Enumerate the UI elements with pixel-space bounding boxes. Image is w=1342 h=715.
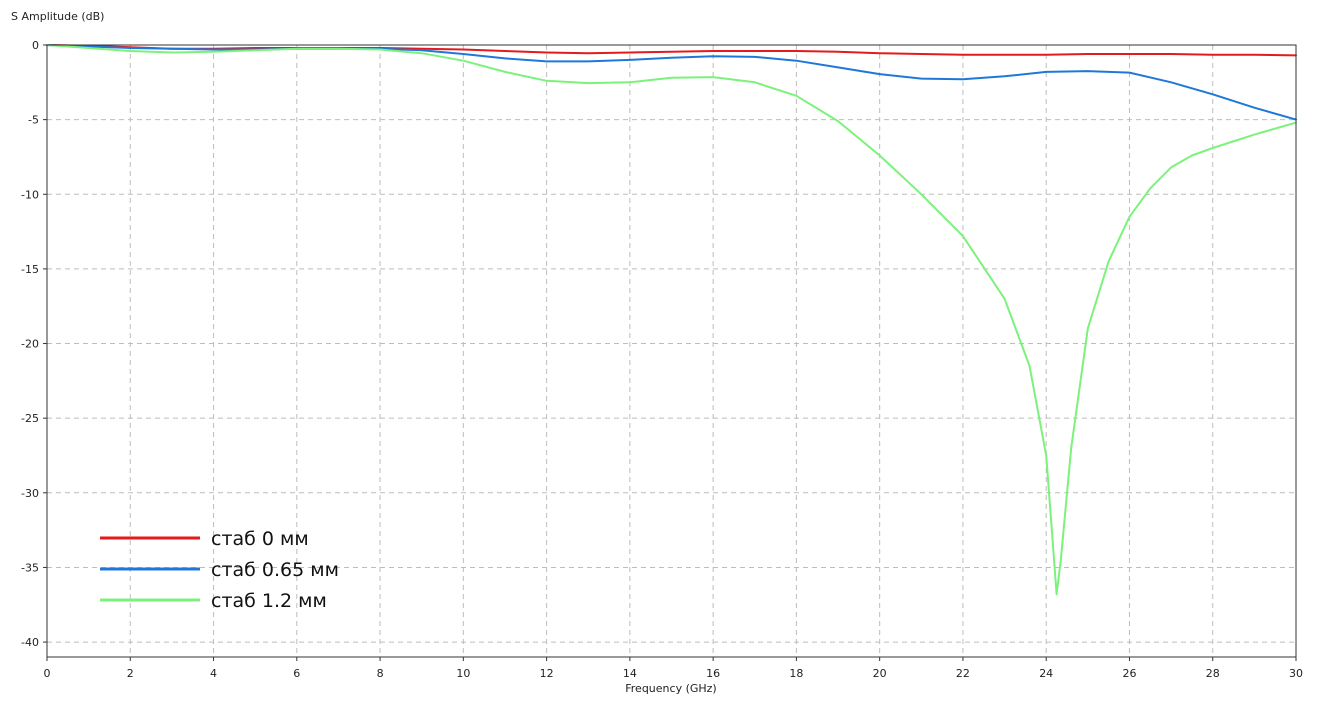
legend-label: стаб 0.65 мм [211, 559, 339, 581]
legend: стаб 0 мм стаб 0.65 мм стаб 1.2 мм [100, 528, 339, 612]
x-tick-label: 0 [44, 667, 51, 680]
y-tick-label: -5 [28, 114, 39, 127]
plot-area [47, 45, 1296, 657]
grid-lines [47, 45, 1296, 657]
plot-frame [46, 44, 1297, 658]
y-axis-title: S Amplitude (dB) [11, 10, 104, 23]
x-axis-title: Frequency (GHz) [625, 682, 716, 695]
x-tick-label: 12 [540, 667, 554, 680]
y-tick-label: -40 [21, 636, 39, 649]
x-tick-label: 26 [1122, 667, 1136, 680]
x-tick-label: 16 [706, 667, 720, 680]
y-tick-label: -20 [21, 338, 39, 351]
y-tick-label: -10 [21, 188, 39, 201]
series-lines [46, 44, 1297, 596]
x-tick-label: 10 [456, 667, 470, 680]
series-line-3 [46, 44, 1297, 596]
x-tick-label: 22 [956, 667, 970, 680]
y-tick-label: -15 [21, 263, 39, 276]
y-tick-label: -30 [21, 487, 39, 500]
legend-label: стаб 0 мм [211, 528, 309, 550]
y-tick-label: -35 [21, 561, 39, 574]
x-tick-label: 24 [1039, 667, 1053, 680]
series-line-1 [46, 44, 1297, 57]
y-tick-label: -25 [21, 412, 39, 425]
x-tick-label: 20 [873, 667, 887, 680]
x-axis-ticks: 0 2 4 6 8 10 12 14 16 18 20 22 24 26 28 30 [44, 657, 1303, 680]
x-tick-label: 30 [1289, 667, 1303, 680]
y-axis-ticks: 0 -5 -10 -15 -20 -25 -30 -35 -40 [21, 39, 47, 649]
x-tick-label: 28 [1206, 667, 1220, 680]
x-tick-label: 6 [293, 667, 300, 680]
x-tick-label: 18 [789, 667, 803, 680]
x-tick-label: 8 [377, 667, 384, 680]
legend-label: стаб 1.2 мм [211, 590, 327, 612]
x-tick-label: 4 [210, 667, 217, 680]
y-tick-label: 0 [32, 39, 39, 52]
x-tick-label: 14 [623, 667, 637, 680]
x-tick-label: 2 [127, 667, 134, 680]
